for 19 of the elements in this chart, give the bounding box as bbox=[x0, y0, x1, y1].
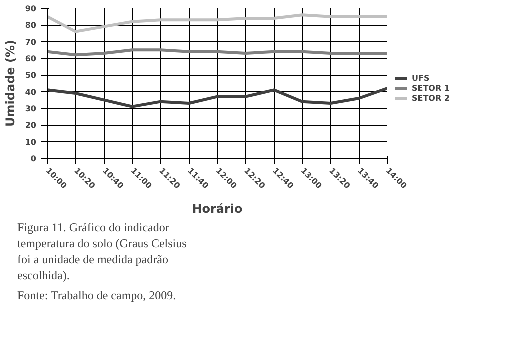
y-tick-label: 90 bbox=[25, 4, 37, 14]
y-axis-title: Umidade (%) bbox=[3, 40, 18, 127]
y-tick-label: 80 bbox=[25, 21, 37, 30]
line-series bbox=[48, 87, 388, 108]
source-note: Fonte: Trabalho de campo, 2009. bbox=[18, 288, 176, 302]
y-tick-label: 50 bbox=[25, 71, 37, 80]
legend-label: SETOR 2 bbox=[412, 94, 450, 102]
line-series bbox=[48, 14, 388, 34]
text: Figura 11. Gráfico do indicador temperatura do solo (Graus Celsius foi a unidade de medida padrão escolhida). bbox=[18, 220, 188, 282]
y-tick-label: 10 bbox=[25, 138, 37, 147]
y-tick-label: 0 bbox=[30, 154, 37, 164]
y-tick-label: 30 bbox=[25, 104, 37, 114]
y-tick-label: 20 bbox=[25, 121, 37, 130]
x-axis-title: Horário bbox=[192, 202, 243, 216]
y-tick-label: 70 bbox=[25, 38, 37, 47]
y-tick-label: 60 bbox=[25, 54, 37, 64]
legend-label: SETOR 1 bbox=[412, 84, 450, 92]
legend-label: UFS bbox=[412, 74, 431, 82]
y-tick-label: 40 bbox=[25, 88, 37, 97]
